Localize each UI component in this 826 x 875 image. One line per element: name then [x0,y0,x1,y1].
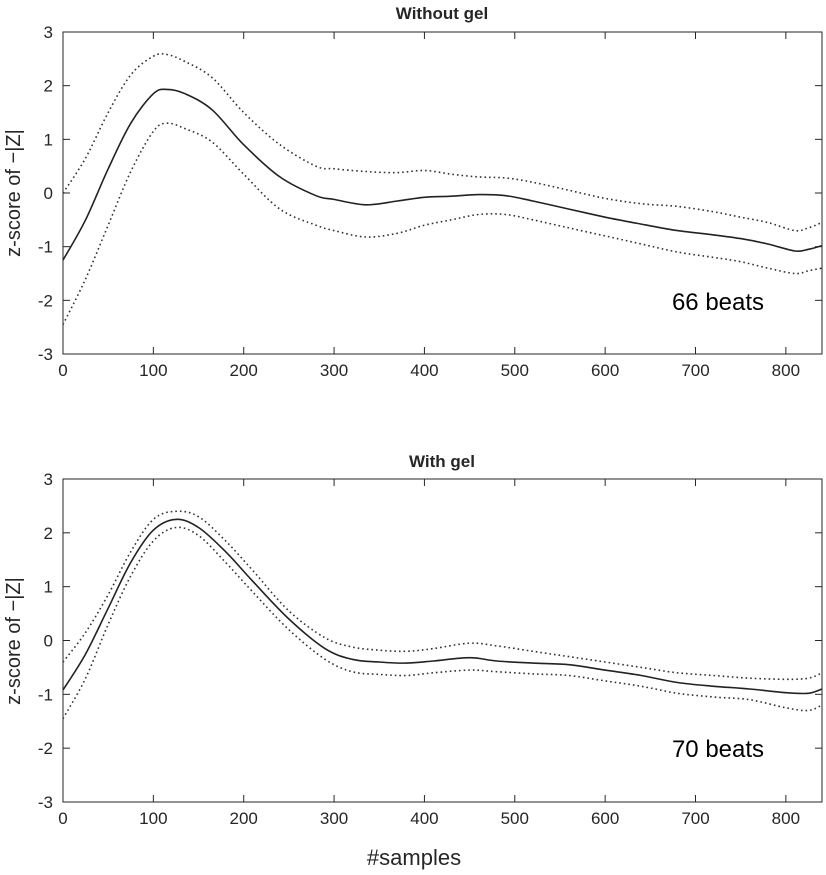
x-tick-label: 0 [58,361,67,380]
y-tick-label: 2 [44,524,53,543]
y-tick-label: 3 [44,470,53,489]
y-tick-label: 3 [44,23,53,42]
series-lines [62,510,823,719]
y-tick-label: 1 [44,578,53,597]
subplot-with-gel: With gel z-score of −|Z| 70 beats 0 100 20… [3,452,823,870]
lower-bound-line [62,122,823,325]
mean-line [62,88,823,261]
beats-annotation: 66 beats [672,289,764,316]
axis-ticks: 0 100 200 300 400 500 600 700 800 -3 -2 -1 0 1 2 3 [38,470,822,828]
x-tick-label: 200 [230,809,258,828]
x-tick-label: 400 [410,809,438,828]
x-tick-label: 800 [772,361,800,380]
y-tick-label: 0 [44,632,53,651]
x-tick-label: 700 [681,809,709,828]
x-tick-label: 600 [591,361,619,380]
subplot-without-gel: Without gel z-score of −|Z| 66 beats 0 10… [3,4,823,380]
x-tick-label: 400 [410,361,438,380]
upper-bound-line [62,510,823,681]
beats-annotation: 70 beats [672,736,764,763]
y-tick-label: 2 [44,77,53,96]
x-tick-label: 700 [681,361,709,380]
y-tick-label: -3 [38,345,53,364]
x-axis-label: #samples [367,845,461,870]
axis-ticks: 0 100 200 300 400 500 600 700 800 -3 -2 -1 0 1 2 3 [38,23,822,380]
y-axis-label: z-score of −|Z| [3,129,25,257]
x-tick-label: 100 [139,361,167,380]
series-lines [62,52,823,325]
subplot-title: Without gel [396,4,488,23]
y-tick-label: 1 [44,130,53,149]
y-tick-label: -2 [38,291,53,310]
upper-bound-line [62,52,823,232]
x-tick-label: 300 [320,809,348,828]
x-tick-label: 300 [320,361,348,380]
y-axis-label: z-score of −|Z| [3,577,25,705]
y-tick-label: -2 [38,739,53,758]
mean-line [62,518,823,695]
x-tick-label: 200 [230,361,258,380]
x-tick-label: 100 [139,809,167,828]
x-tick-label: 600 [591,809,619,828]
x-tick-label: 800 [772,809,800,828]
y-tick-label: -1 [38,685,53,704]
x-tick-label: 500 [501,809,529,828]
x-tick-label: 500 [501,361,529,380]
y-tick-label: -1 [38,238,53,257]
lower-bound-line [62,526,823,719]
subplot-title: With gel [409,452,475,471]
x-tick-label: 0 [58,809,67,828]
y-tick-label: -3 [38,793,53,812]
y-tick-label: 0 [44,184,53,203]
